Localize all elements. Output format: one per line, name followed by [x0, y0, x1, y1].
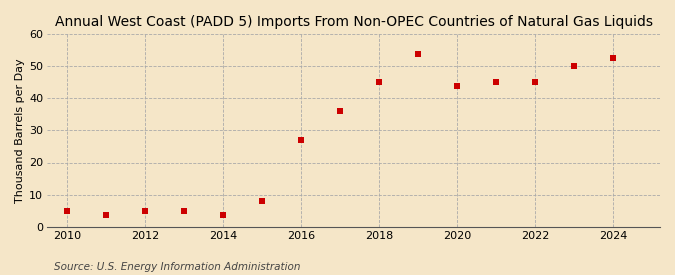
Y-axis label: Thousand Barrels per Day: Thousand Barrels per Day	[15, 58, 25, 203]
Title: Annual West Coast (PADD 5) Imports From Non-OPEC Countries of Natural Gas Liquid: Annual West Coast (PADD 5) Imports From …	[55, 15, 653, 29]
Text: Source: U.S. Energy Information Administration: Source: U.S. Energy Information Administ…	[54, 262, 300, 272]
